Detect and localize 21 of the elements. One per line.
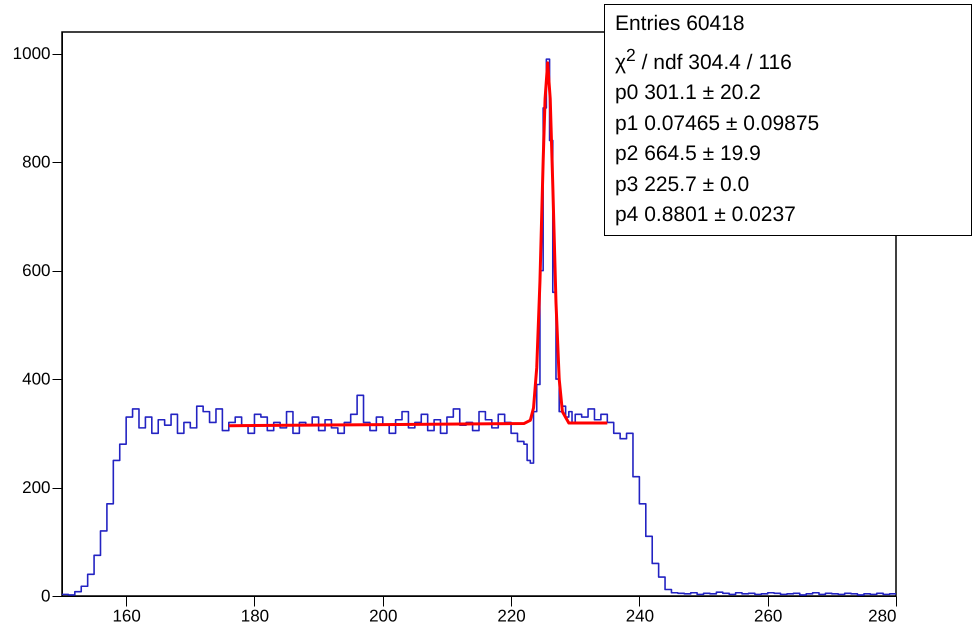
x-tick-label: 220 [497, 606, 526, 624]
annotation: p2 664.5 ± 19.9 [615, 141, 762, 167]
annotation: p0 301.1 ± 20.2 [615, 80, 762, 106]
x-tick-label: 180 [240, 606, 270, 624]
y-tick-label: 600 [22, 261, 50, 280]
annotation: p4 0.8801 ± 0.0237 [615, 202, 797, 228]
x-tick-label: 200 [369, 606, 398, 624]
y-tick-label: 400 [22, 370, 50, 389]
line-series [227, 61, 609, 428]
annotation: p3 225.7 ± 0.0 [615, 172, 750, 198]
y-tick-label: 800 [22, 152, 50, 172]
y-tick-label: 0 [41, 586, 50, 606]
x-tick-label: 260 [754, 606, 782, 624]
annotation: p1 0.07465 ± 0.09875 [615, 110, 820, 136]
annotation: χ$^{2}$ / ndf 304.4 / 116 [615, 44, 793, 76]
x-tick-label: 240 [626, 606, 654, 624]
x-tick-label: 280 [868, 606, 896, 624]
y-tick-label: 1000 [12, 44, 50, 64]
x-tick-label: 160 [112, 606, 141, 624]
annotation: Entries 60418 [615, 11, 746, 37]
y-tick-label: 200 [22, 478, 50, 498]
